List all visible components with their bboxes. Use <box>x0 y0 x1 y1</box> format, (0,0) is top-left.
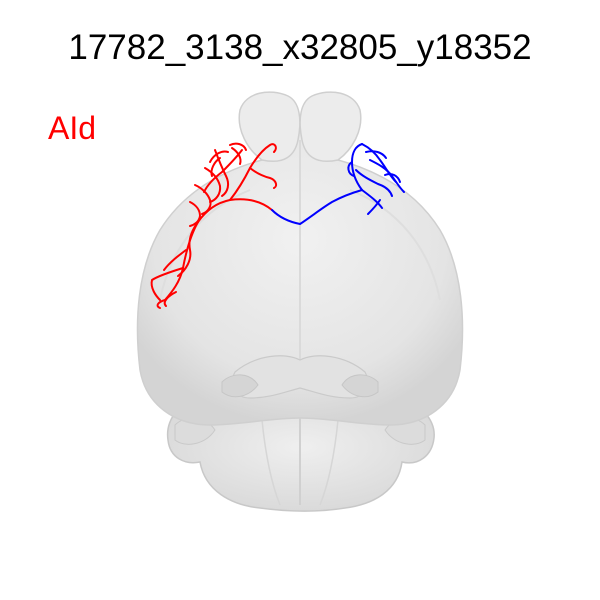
image-title: 17782_3138_x32805_y18352 <box>68 28 532 67</box>
region-label: AId <box>48 110 97 146</box>
cerebrum <box>136 91 464 426</box>
neuron-axon-left <box>150 142 278 309</box>
neuron-axon-right <box>271 143 405 225</box>
